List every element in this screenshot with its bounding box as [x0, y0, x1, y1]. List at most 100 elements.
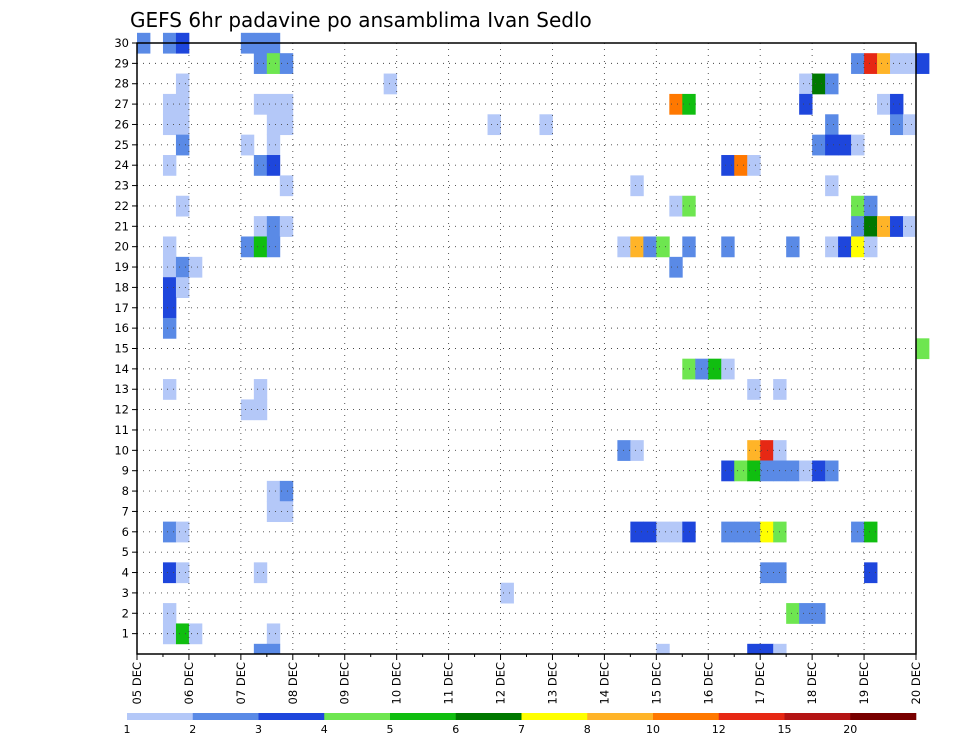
colorbar-label: 7	[518, 723, 525, 736]
y-tick-label: 25	[114, 138, 129, 152]
heatmap-cell	[799, 73, 813, 95]
colorbar-segment	[850, 713, 917, 720]
heatmap-cell	[266, 93, 281, 115]
heatmap-cell	[721, 358, 735, 380]
y-tick-label: 24	[114, 158, 129, 172]
x-tick-label: 20 DEC	[909, 662, 923, 704]
heatmap-cell	[799, 603, 813, 624]
heatmap-cell	[253, 236, 268, 258]
heatmap-cell	[799, 460, 813, 482]
heatmap-cell	[162, 114, 177, 136]
colorbar-segment	[127, 713, 194, 720]
colorbar-segment	[784, 713, 851, 720]
heatmap-cell	[721, 521, 735, 543]
heatmap-cell	[812, 460, 826, 482]
heatmap-cell	[162, 379, 177, 400]
y-tick-label: 22	[114, 199, 129, 213]
heatmap-cell	[773, 643, 787, 655]
heatmap-cell	[669, 521, 683, 543]
y-tick-label: 26	[114, 117, 129, 131]
x-tick-label: 18 DEC	[805, 662, 819, 704]
heatmap-cell	[760, 440, 774, 461]
heatmap-cell	[682, 236, 696, 258]
y-tick-label: 17	[114, 301, 129, 315]
x-tick-label: 16 DEC	[701, 662, 715, 704]
heatmap-cell	[175, 277, 190, 298]
colorbar-label: 4	[321, 723, 328, 736]
heatmap-cell	[734, 460, 748, 482]
heatmap-cell	[812, 73, 826, 95]
heatmap-cell	[747, 379, 761, 400]
heatmap-cell	[266, 216, 281, 237]
heatmap-cell	[812, 603, 826, 624]
heatmap-cell	[175, 562, 190, 584]
heatmap-cell	[266, 114, 281, 136]
heatmap-cell	[864, 53, 878, 74]
heatmap-cell	[253, 379, 268, 400]
heatmap-cell	[266, 155, 281, 176]
heatmap-cell	[266, 480, 281, 502]
x-tick-label: 05 DEC	[130, 662, 144, 704]
heatmap-cell	[864, 195, 878, 217]
heatmap-cell	[175, 623, 190, 645]
colorbar-segment	[587, 713, 654, 720]
colorbar-label: 6	[452, 723, 459, 736]
y-tick-label: 14	[114, 362, 129, 376]
heatmap-cell	[630, 521, 644, 543]
heatmap-cell	[630, 175, 644, 197]
y-tick-label: 8	[122, 484, 129, 498]
heatmap-cell	[838, 236, 852, 258]
heatmap-cell	[682, 521, 696, 543]
y-tick-label: 10	[114, 443, 129, 457]
heatmap-cell	[799, 93, 813, 115]
heatmap-cell	[786, 460, 800, 482]
y-tick-label: 18	[114, 280, 129, 294]
heatmap-cell	[266, 236, 281, 258]
y-tick-label: 6	[122, 525, 129, 539]
y-tick-label: 19	[114, 260, 129, 274]
heatmap-cell	[721, 236, 735, 258]
heatmap-cell	[864, 521, 878, 543]
heatmap-cell	[162, 317, 177, 339]
heatmap-cell	[760, 643, 774, 655]
heatmap-cell	[760, 521, 774, 543]
y-tick-label: 21	[114, 219, 129, 233]
heatmap-cell	[890, 53, 904, 74]
heatmap-cell	[188, 623, 203, 645]
y-tick-label: 7	[122, 504, 129, 518]
heatmap-cell	[253, 93, 268, 115]
heatmap-cell	[253, 155, 268, 176]
y-tick-label: 15	[114, 342, 129, 356]
heatmap-cell	[266, 623, 281, 645]
heatmap-cell	[825, 175, 839, 197]
y-tick-label: 11	[114, 423, 129, 437]
heatmap-cell	[669, 256, 683, 278]
y-tick-label: 20	[114, 240, 129, 254]
colorbar-label: 8	[584, 723, 591, 736]
heatmap-cell	[266, 53, 281, 74]
x-tick-label: 12 DEC	[494, 662, 508, 704]
heatmap-cell	[162, 521, 177, 543]
colorbar-label: 3	[255, 723, 262, 736]
colorbar-segment	[390, 713, 457, 720]
heatmap-cell	[279, 53, 294, 74]
heatmap-cell	[500, 582, 514, 604]
heatmap-cell	[825, 134, 839, 156]
heatmap-cell	[188, 256, 203, 278]
heatmap-cell	[383, 73, 398, 95]
heatmap-cell	[279, 114, 294, 136]
x-tick-label: 07 DEC	[234, 662, 248, 704]
y-tick-label: 27	[114, 97, 129, 111]
heatmap-cell	[279, 93, 294, 115]
y-tick-label: 3	[122, 586, 129, 600]
x-axis: 05 DEC 06 DEC 07 DEC 08 DEC 09 DEC 10 DEC 11 D…	[130, 654, 923, 704]
heatmap-cell	[253, 399, 268, 421]
heatmap-cell	[747, 440, 761, 461]
heatmap-cell	[656, 643, 670, 655]
heatmap-cell	[721, 155, 735, 176]
heatmap-cell	[175, 134, 190, 156]
heatmap-cell	[916, 338, 930, 360]
heatmap-cell	[175, 93, 190, 115]
heatmap-cell	[175, 521, 190, 543]
heatmap-cell	[656, 521, 670, 543]
